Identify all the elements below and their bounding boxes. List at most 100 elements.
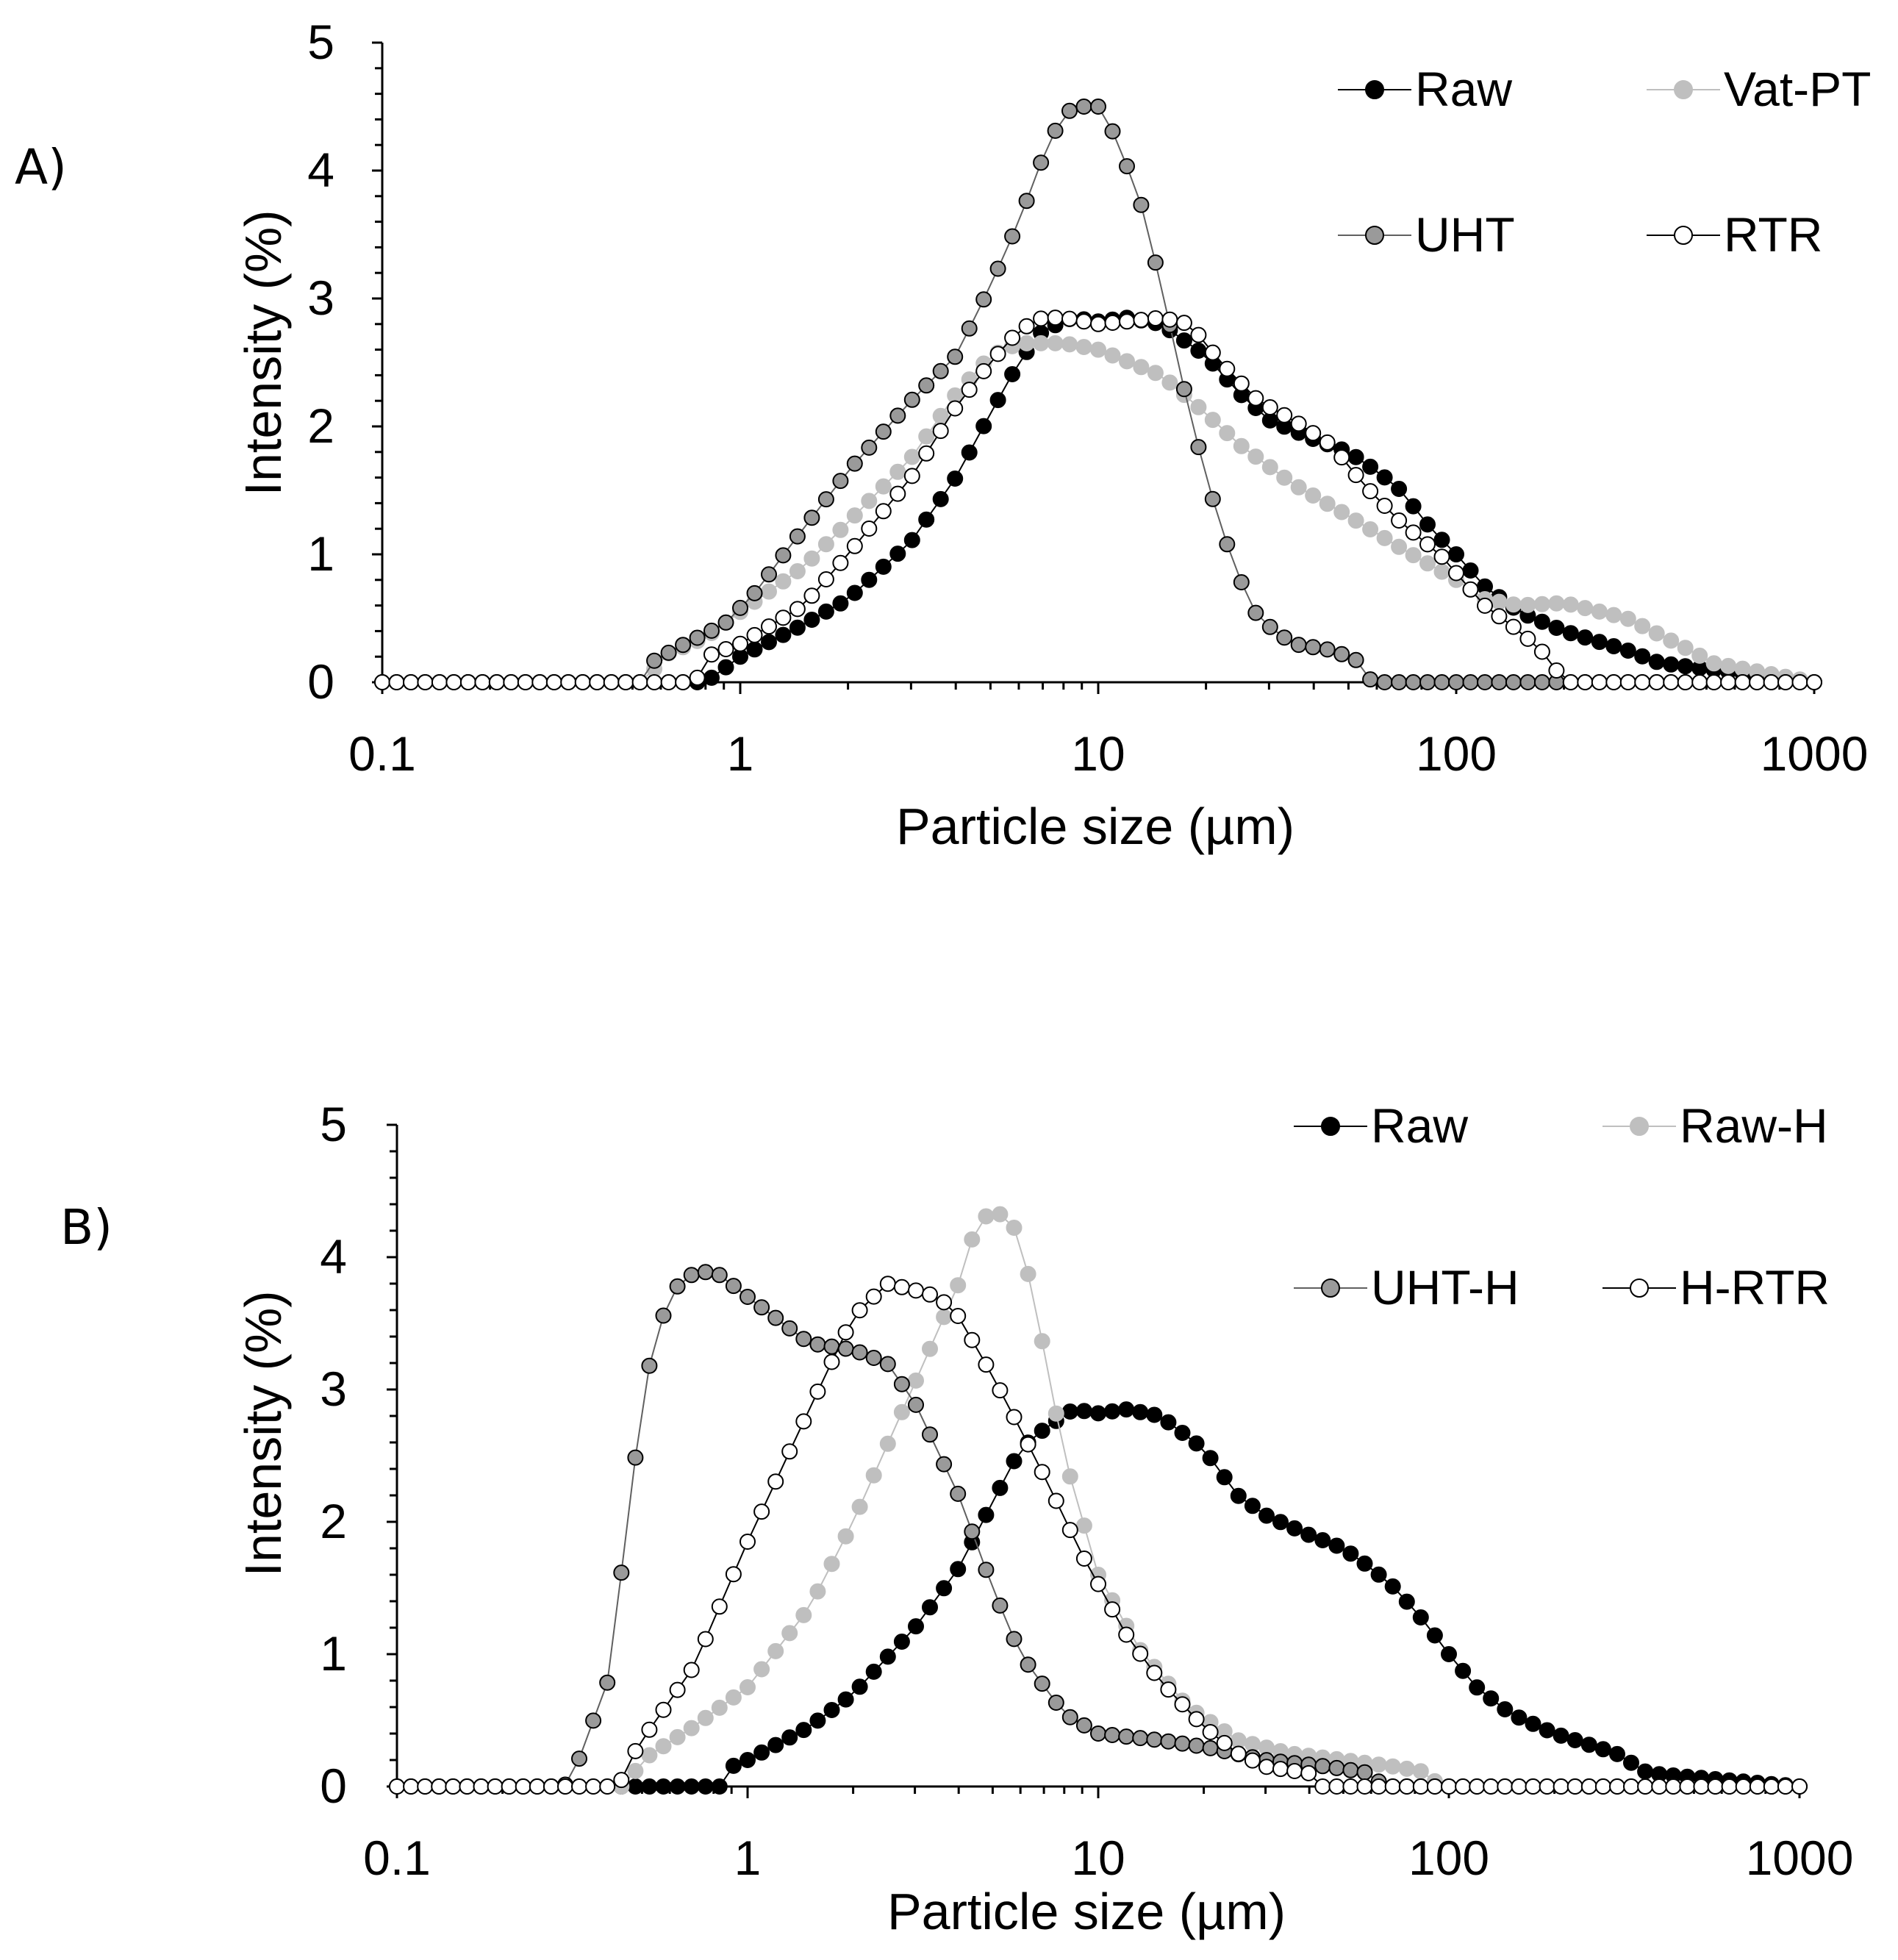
data-point <box>1061 336 1078 353</box>
data-point <box>1119 353 1135 370</box>
y-tick-label: 0 <box>307 654 334 709</box>
data-point <box>725 1566 742 1583</box>
data-point <box>775 626 792 643</box>
data-point <box>947 471 964 487</box>
data-point <box>978 1562 995 1578</box>
data-point <box>1020 1656 1036 1673</box>
data-point <box>417 674 434 690</box>
data-point <box>832 521 849 538</box>
data-point <box>1174 1735 1191 1752</box>
data-point <box>1244 1752 1261 1769</box>
data-point <box>1061 1468 1078 1485</box>
data-point <box>1412 1763 1429 1780</box>
data-point <box>1132 1645 1149 1662</box>
data-point <box>1290 415 1307 432</box>
data-point <box>908 1618 924 1635</box>
data-point <box>1665 1778 1682 1795</box>
data-point <box>711 1267 728 1284</box>
data-point <box>1705 655 1722 672</box>
data-point <box>753 1661 770 1678</box>
data-point <box>903 448 920 465</box>
data-point <box>846 455 863 472</box>
series-uht <box>374 99 1822 690</box>
data-point <box>1441 1778 1457 1795</box>
data-point <box>1204 412 1221 429</box>
series-line <box>382 342 1815 683</box>
data-point <box>669 1778 686 1795</box>
data-point <box>1777 1778 1794 1795</box>
data-point <box>1539 1722 1555 1739</box>
data-point <box>781 1729 798 1746</box>
data-point <box>1104 123 1121 140</box>
data-point <box>697 1631 714 1648</box>
legend-item: RTR <box>1647 207 1822 262</box>
data-point <box>1566 1732 1583 1748</box>
data-point <box>851 1302 868 1319</box>
data-point <box>1147 365 1164 382</box>
data-point <box>1734 674 1751 690</box>
data-point <box>1216 1469 1233 1486</box>
data-point <box>1119 158 1135 175</box>
data-point <box>1202 1724 1219 1740</box>
data-point <box>1735 1778 1752 1795</box>
data-point <box>1006 1220 1023 1236</box>
data-point <box>1004 366 1021 382</box>
data-point <box>975 418 992 434</box>
data-point <box>1061 102 1078 119</box>
data-point <box>1679 1778 1696 1795</box>
data-point <box>1004 329 1021 346</box>
data-point <box>1398 1778 1415 1795</box>
data-point <box>1370 1756 1387 1773</box>
data-point <box>641 1747 658 1764</box>
data-point <box>1580 1737 1597 1753</box>
data-point <box>1020 1436 1036 1453</box>
data-point <box>1305 425 1322 442</box>
data-point <box>761 566 777 583</box>
data-point <box>739 1289 756 1305</box>
data-point <box>1448 565 1464 582</box>
data-point <box>746 626 763 643</box>
data-point <box>865 1467 882 1484</box>
data-point <box>932 423 949 440</box>
data-point <box>964 1523 981 1540</box>
data-point <box>1188 1737 1205 1754</box>
data-point <box>989 346 1006 362</box>
data-point <box>1663 656 1680 673</box>
data-point <box>803 509 820 526</box>
data-point <box>908 1282 924 1299</box>
panel-a-x-axis-title: Particle size (µm) <box>896 798 1294 855</box>
data-point <box>1160 1733 1177 1750</box>
data-point <box>837 1691 854 1708</box>
data-point <box>1469 1778 1486 1795</box>
data-point <box>1580 1778 1597 1795</box>
data-point <box>893 1634 910 1650</box>
data-point <box>1104 1403 1121 1420</box>
data-point <box>1146 1731 1163 1748</box>
data-point <box>1047 122 1064 139</box>
data-point <box>431 674 448 690</box>
data-point <box>1384 1578 1401 1595</box>
data-point <box>613 1564 630 1581</box>
data-point <box>865 1350 882 1366</box>
data-point <box>992 1597 1009 1614</box>
data-point <box>947 400 964 417</box>
data-point <box>1384 1778 1401 1795</box>
data-point <box>1505 674 1522 690</box>
data-point <box>1634 648 1651 665</box>
data-point <box>1605 674 1622 690</box>
data-point <box>922 1286 938 1303</box>
data-point <box>1061 1522 1078 1539</box>
data-point <box>1314 1758 1331 1775</box>
data-point <box>529 1778 545 1795</box>
data-point <box>1469 1679 1486 1696</box>
data-point <box>1441 1646 1457 1662</box>
data-point <box>1174 1425 1191 1441</box>
panel-b-label: B) <box>60 1199 112 1256</box>
data-point <box>1233 574 1250 590</box>
data-point <box>1090 99 1106 115</box>
data-point <box>789 619 806 636</box>
data-point <box>1018 318 1035 335</box>
data-point <box>1146 1406 1163 1423</box>
data-point <box>1104 1727 1121 1743</box>
